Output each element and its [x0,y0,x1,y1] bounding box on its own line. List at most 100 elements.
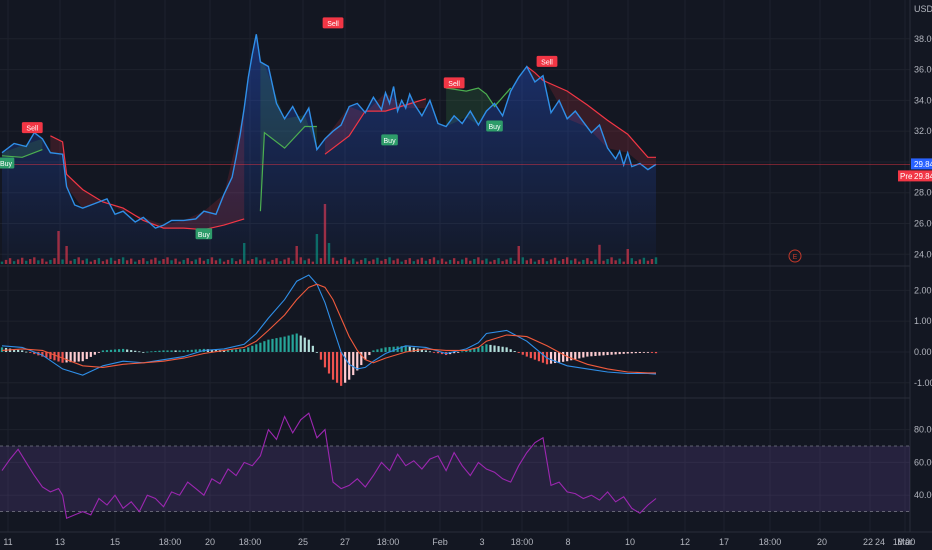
signal-label: Buy [198,232,211,239]
macd-hist-bar [327,351,331,374]
macd-hist-bar [388,347,391,352]
macd-hist-bar [412,347,415,352]
signal-bg [381,134,398,146]
macd-hist-bar [549,351,553,364]
macd-hist-bar [618,351,621,355]
supertrend-up-fill [2,138,43,158]
supertrend-down-fill [325,92,426,155]
rsi-panel[interactable] [0,412,910,519]
price-panel[interactable]: Sell Buy Buy Sell Buy Sell Buy Sell E [0,17,910,265]
macd-hist-bar [428,351,432,353]
macd-hist-bar [356,351,359,371]
macd-hist-bar [380,348,383,352]
rsi-tick-label: 80.00 [914,425,932,435]
macd-hist-bar [194,349,197,352]
macd-signal-line [1,283,656,374]
macd-hist-bar [586,351,589,357]
macd-hist-bar [130,350,133,352]
macd-hist-bar [348,351,351,380]
macd-hist-bar [646,351,650,353]
macd-hist-bar [420,349,423,352]
macd-hist-bar [134,350,137,352]
time-tick-label: 13 [55,537,65,547]
signal-bg [195,228,213,240]
macd-hist-bar [182,350,185,352]
macd-hist-bar [109,349,113,352]
event-circle [788,249,802,263]
signal-label: Buy [0,161,13,168]
macd-hist-bar [614,351,617,355]
macd-hist-bar [432,351,436,353]
supertrend-up-line [446,87,512,108]
macd-hist-bar [578,351,581,359]
macd-hist-bar [247,347,250,352]
macd-hist-bar [13,349,16,352]
macd-hist-bar [654,351,658,354]
macd-hist-bar [634,351,637,354]
supertrend-up-line [259,125,317,212]
supertrend-up-line [1,149,43,158]
macd-hist-bar [493,345,496,352]
macd-hist-bar [303,337,306,352]
currency-label: USD [914,4,932,14]
macd-hist-bar [404,345,407,352]
macd-hist-bar [497,346,500,352]
supertrend-up-fill [260,61,317,212]
price-tick-label: 36.00 [914,65,932,75]
macd-hist-bar [17,349,20,352]
signal-label: Sell [448,81,460,88]
macd-hist-bar [186,350,189,352]
time-tick-label: 18:00 [893,537,916,547]
macd-hist-bar [469,349,472,352]
macd-hist-bar [299,335,302,352]
last-price-tag-bg [911,158,932,170]
macd-hist-bar [477,347,480,352]
macd-hist-bar [142,351,145,353]
event-label: E [793,254,798,261]
signal-bg [21,122,43,134]
macd-hist-bar [594,351,597,356]
time-tick-label: 11 [3,537,12,547]
supertrend-fills [2,61,656,230]
macd-hist-bar [509,349,512,352]
time-tick-label: 12 [680,537,690,547]
macd-hist-bar [279,337,282,352]
macd-hist-bar [335,351,339,383]
macd-tick-label: -1.00 [914,378,932,388]
macd-panel[interactable] [0,274,658,386]
rsi-axis[interactable]: 40.00 60.00 80.00 [914,425,932,501]
macd-hist-bar [267,339,270,352]
rsi-tick-label: 60.00 [914,457,932,467]
macd-hist-bar [408,346,411,352]
time-tick-label: 10 [625,537,635,547]
pre-market-tag-bg [898,170,932,182]
time-tick-label: 18:00 [511,537,534,547]
time-tick-label: 18:00 [159,537,182,547]
price-tick-label: 28.00 [914,188,932,198]
macd-hist-bar [368,351,371,356]
macd-hist-bar [574,351,577,360]
macd-hist-bar [126,349,129,352]
macd-hist-bar [364,351,367,360]
macd-axis[interactable]: -1.00 0.00 1.00 2.00 [914,285,932,387]
macd-tick-label: 1.00 [914,316,932,326]
macd-hist-bar [392,346,395,352]
macd-hist-bar [461,351,464,353]
macd-hist-bar [222,350,226,352]
macd-hist-bar [291,334,294,352]
macd-hist-bar [481,345,484,352]
time-tick-label: Mar [897,537,913,547]
time-axis[interactable]: 11 13 15 18:00 20 18:00 25 27 18:00 Feb 3 18:00 8 10 1… [3,537,915,547]
price-tick-label: 32.00 [914,126,932,136]
macd-hist-bar [323,351,327,368]
macd-hist-bar [162,350,165,352]
event-marker[interactable]: E [788,249,802,263]
macd-hist-bar [372,350,375,352]
macd-hist-bar [174,350,177,352]
signal-bg [443,77,465,89]
macd-hist-bar [521,351,524,355]
price-tick-label: 38.00 [914,34,932,44]
macd-hist-bar [81,351,84,362]
